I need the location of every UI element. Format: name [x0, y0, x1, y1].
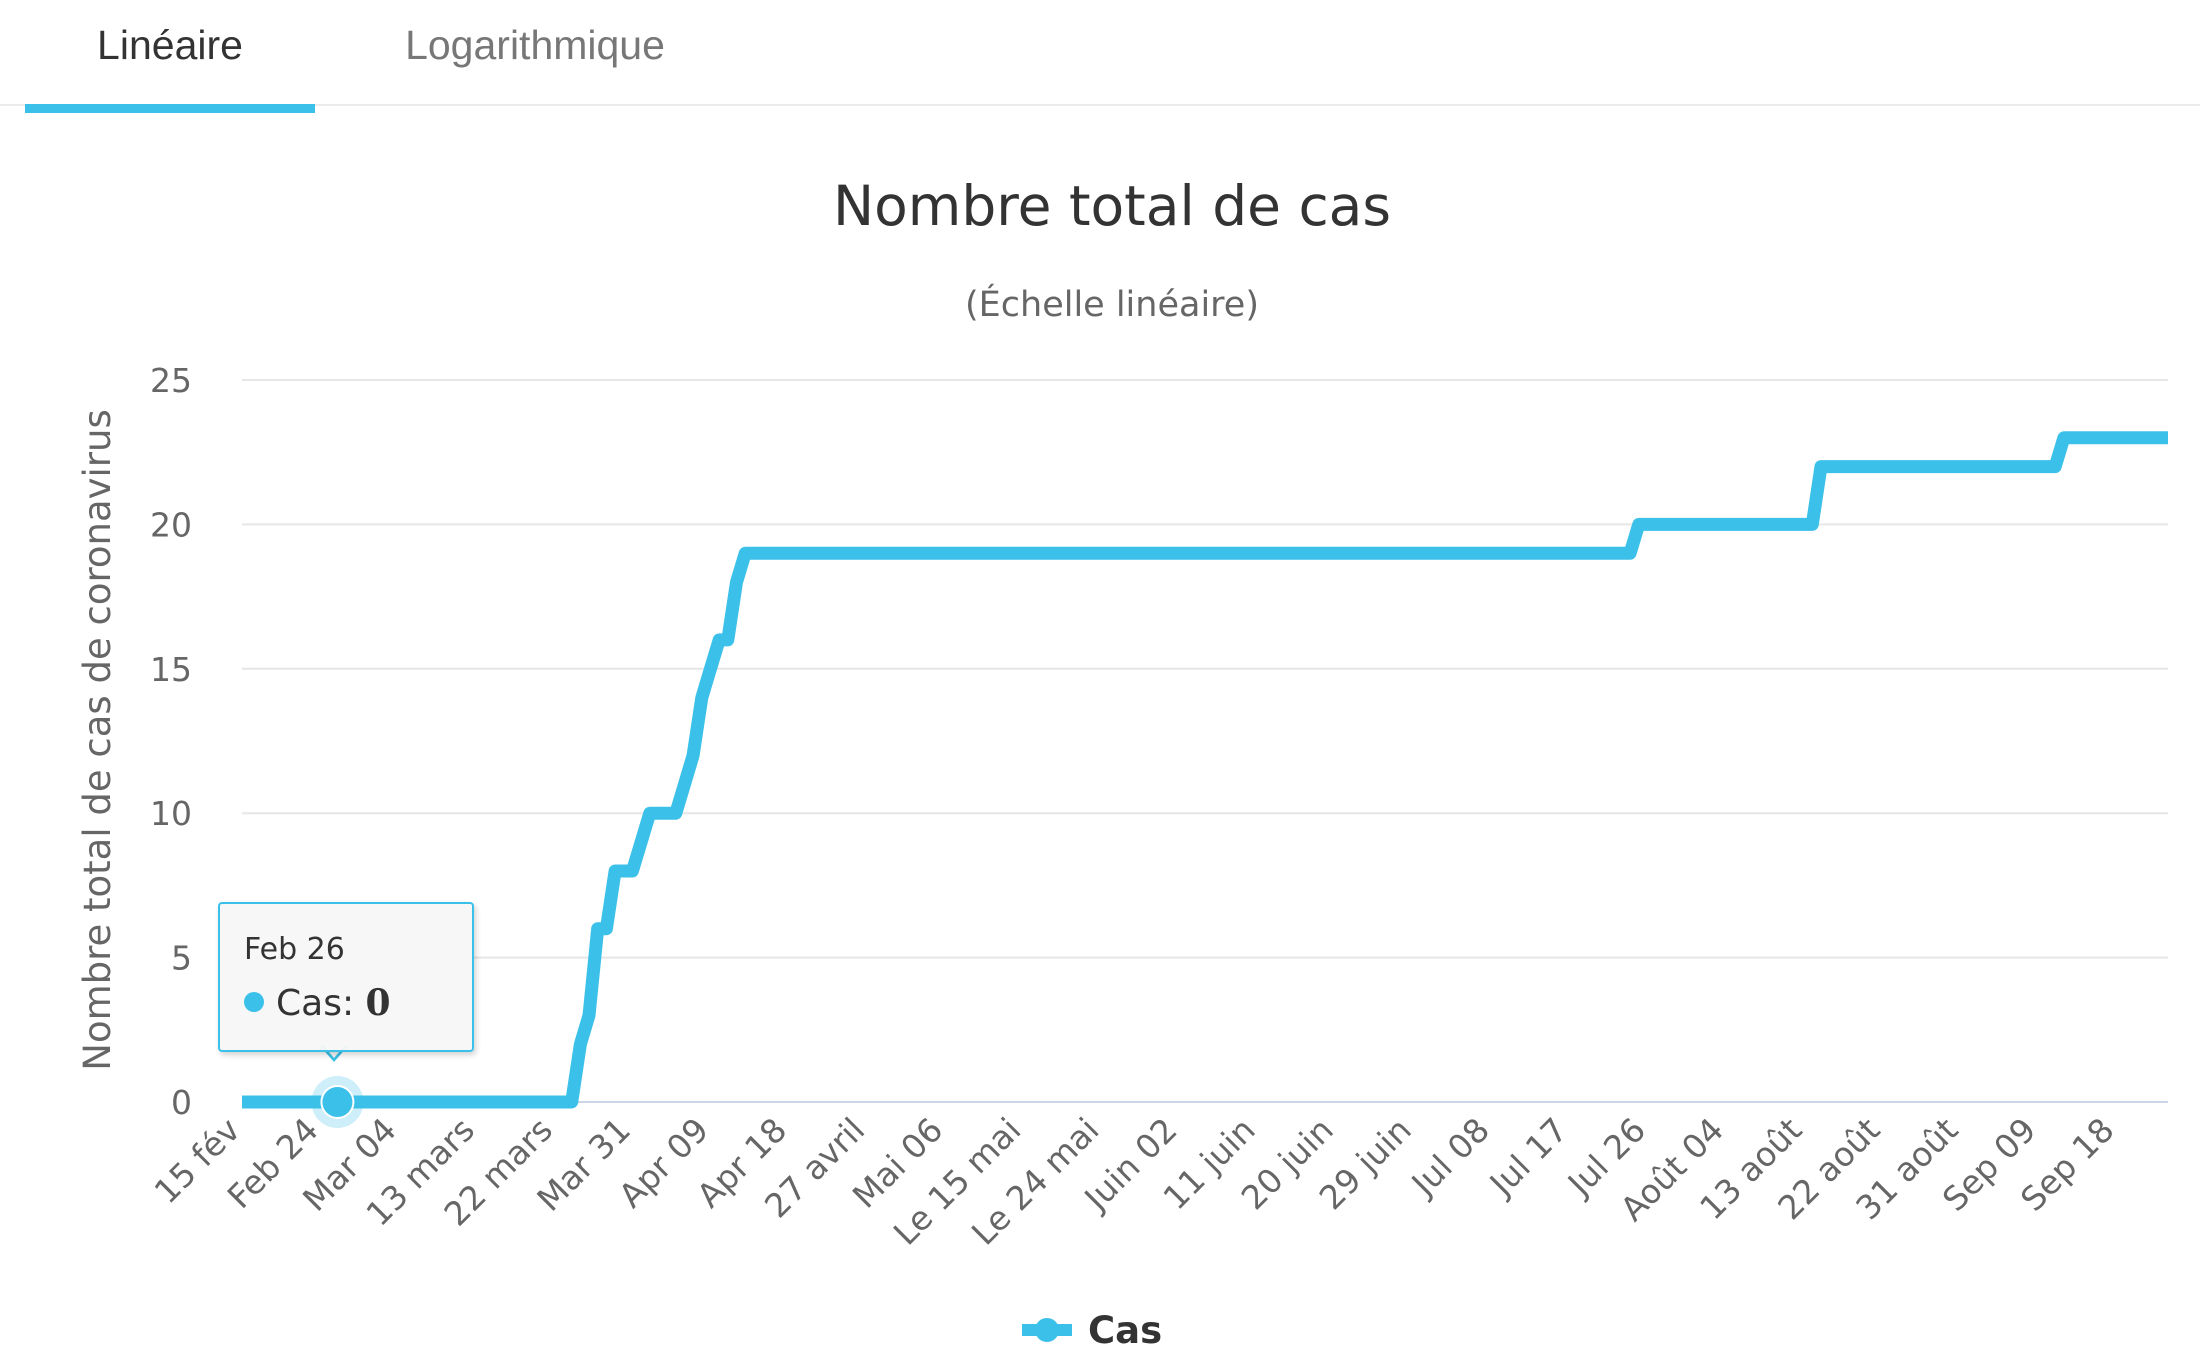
grid-lines	[242, 379, 2168, 1103]
series-line-cas[interactable]	[242, 431, 2168, 1109]
legend-item-cas[interactable]: Cas	[1088, 1309, 1162, 1352]
chart-subtitle: (Échelle linéaire)	[965, 283, 1259, 325]
chart-tooltip: Feb 26 Cas: 0	[218, 902, 474, 1052]
legend-symbol-marker	[1035, 1318, 1059, 1342]
tooltip-date: Feb 26	[244, 932, 345, 967]
tooltip-row: Cas: 0	[244, 982, 391, 1024]
tab-logarithmique[interactable]: Logarithmique	[405, 22, 665, 68]
series-layer	[242, 431, 2168, 1128]
chart-title: Nombre total de cas	[833, 174, 1391, 238]
y-tick-label: 15	[150, 650, 192, 689]
active-tab-indicator	[25, 104, 315, 113]
y-tick-label: 0	[171, 1083, 192, 1122]
y-tick-label: 20	[150, 505, 192, 544]
tooltip-series-name: Cas	[276, 983, 342, 1024]
y-axis-ticks: 0 5 10 15 20 25	[150, 361, 192, 1122]
tab-lineaire[interactable]: Linéaire	[97, 22, 243, 68]
x-tick-label: Jul 17	[1481, 1110, 1575, 1204]
x-tick-label: Jul 08	[1403, 1110, 1497, 1204]
legend[interactable]: Cas	[1022, 1309, 1162, 1352]
hover-point-marker[interactable]	[320, 1085, 355, 1119]
tooltip-series-dot	[244, 992, 264, 1012]
y-tick-label: 10	[150, 794, 192, 833]
chart-tabs: Linéaire Logarithmique	[0, 0, 2200, 113]
y-tick-label: 25	[150, 361, 192, 400]
y-tick-label: 5	[171, 939, 192, 978]
y-axis-label: Nombre total de cas de coronavirus	[76, 409, 119, 1070]
tooltip-value: 0	[365, 982, 391, 1024]
